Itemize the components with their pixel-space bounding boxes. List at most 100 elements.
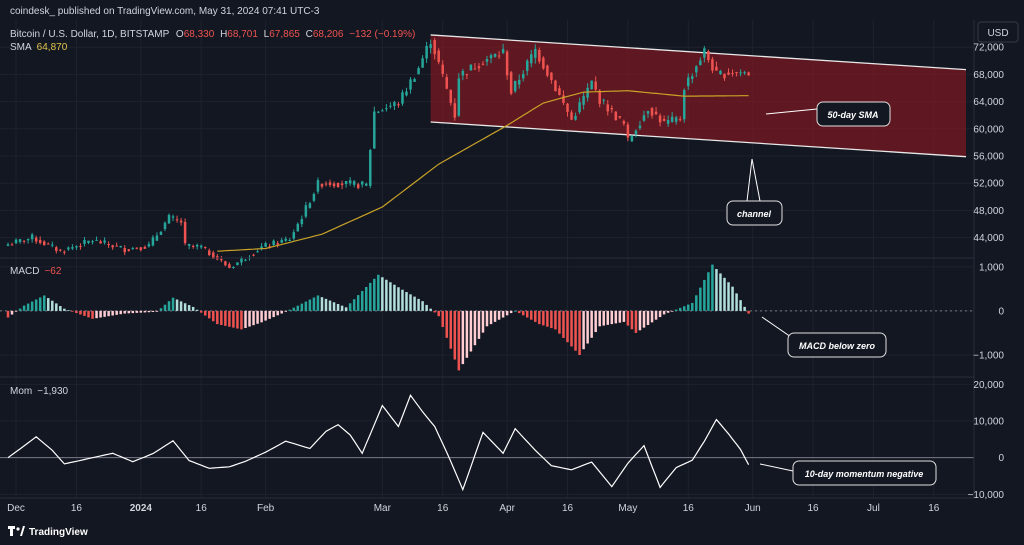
macd-bar [678, 307, 682, 311]
macd-bar [224, 310, 227, 326]
candle [554, 79, 557, 92]
currency-button-frame [977, 21, 1019, 43]
candle [135, 247, 139, 250]
candle [304, 201, 308, 219]
candle [666, 115, 670, 127]
macd-legend-value: −62 [44, 266, 61, 277]
x-tick-label: Feb [257, 503, 275, 514]
currency-button[interactable]: USD [977, 21, 1019, 43]
macd-bar [735, 293, 738, 311]
macd-axis[interactable]: 1,000 0 −1,000 [973, 262, 1004, 361]
macd-bar [344, 307, 348, 311]
candle [497, 51, 501, 59]
candle [324, 181, 328, 187]
candle [63, 250, 66, 255]
macd-bar [67, 310, 70, 311]
macd-bar [574, 310, 577, 351]
candle [735, 71, 738, 77]
change-value: −132 (−0.19%) [349, 29, 415, 40]
candle [308, 201, 312, 209]
candle [340, 180, 344, 190]
sma-legend: SMA 64,870 [10, 42, 68, 53]
macd-bar [517, 310, 521, 314]
macd-bar [373, 278, 376, 311]
candle [220, 255, 223, 263]
annotation-macd-pointer [761, 316, 792, 338]
macd-bar [312, 297, 316, 311]
candle [107, 241, 110, 249]
macd-bar [183, 303, 187, 311]
macd-bar [26, 303, 30, 311]
macd-bar [147, 310, 151, 313]
candle [151, 235, 155, 247]
macd-bar [731, 286, 734, 311]
macd-bar [91, 310, 94, 319]
candle [159, 230, 163, 236]
candle [429, 39, 432, 54]
macd-bar [445, 310, 448, 338]
macd-bar [385, 279, 388, 311]
candle [147, 241, 151, 248]
candle [119, 245, 122, 248]
macd-bar [292, 307, 296, 311]
macd-bar [401, 289, 404, 311]
candle [195, 243, 199, 250]
candle [674, 115, 678, 125]
macd-bar [244, 310, 247, 328]
candle [699, 57, 702, 66]
macd-bar [320, 297, 324, 311]
macd-bar [308, 299, 312, 311]
candle [296, 222, 300, 232]
candle [642, 110, 646, 122]
macd-bar [175, 299, 179, 311]
macd-bar [79, 310, 82, 315]
macd-bar [248, 310, 251, 327]
macd-pane[interactable] [0, 264, 974, 371]
close-value: 68,206 [313, 29, 344, 40]
macd-bar [622, 310, 626, 322]
y-tick-label: 56,000 [973, 152, 1004, 163]
macd-bar [614, 310, 618, 324]
macd-bar [123, 310, 126, 314]
candle [727, 68, 730, 76]
time-axis[interactable]: Dec 16 2024 16 Feb Mar 16 Apr 16 May 16 Jun 16 Jul 16 [7, 503, 940, 514]
macd-bar [256, 310, 259, 324]
annotation-channel-box [726, 200, 783, 226]
candle [501, 43, 505, 55]
macd-bar [159, 308, 163, 311]
macd-bar [348, 303, 352, 311]
annotation-sma-box [816, 101, 891, 127]
macd-bar [497, 310, 501, 320]
macd-bar [513, 310, 517, 312]
candle [139, 247, 143, 252]
candle [505, 49, 509, 80]
candle [574, 112, 577, 121]
sma-legend-value: 64,870 [37, 42, 68, 53]
candle [155, 232, 159, 241]
candle [55, 245, 58, 254]
macd-bar [83, 310, 86, 316]
macd-bar [14, 310, 18, 312]
macd-bar [187, 305, 191, 311]
candle [634, 129, 638, 138]
candle [272, 239, 275, 247]
candle [630, 135, 634, 142]
macd-bar [59, 306, 62, 311]
macd-bar [618, 310, 622, 323]
macd-bar [489, 310, 493, 325]
macd-bar [240, 310, 243, 330]
tradingview-logo[interactable]: TradingView [8, 526, 88, 538]
price-axis[interactable]: 44,000 48,000 52,000 56,000 60,000 64,000 68,0… [973, 43, 1004, 244]
momentum-pane[interactable] [0, 394, 974, 492]
candle [570, 109, 573, 121]
macd-bar [534, 310, 537, 322]
candle [606, 100, 610, 116]
x-tick-label: Apr [499, 503, 515, 514]
momentum-axis[interactable]: 20,000 10,000 0 −10,000 [968, 380, 1005, 501]
candle [381, 108, 384, 112]
candle [99, 239, 102, 244]
macd-bar [143, 310, 147, 313]
candle [87, 240, 90, 245]
y-tick-label: 0 [998, 453, 1004, 464]
